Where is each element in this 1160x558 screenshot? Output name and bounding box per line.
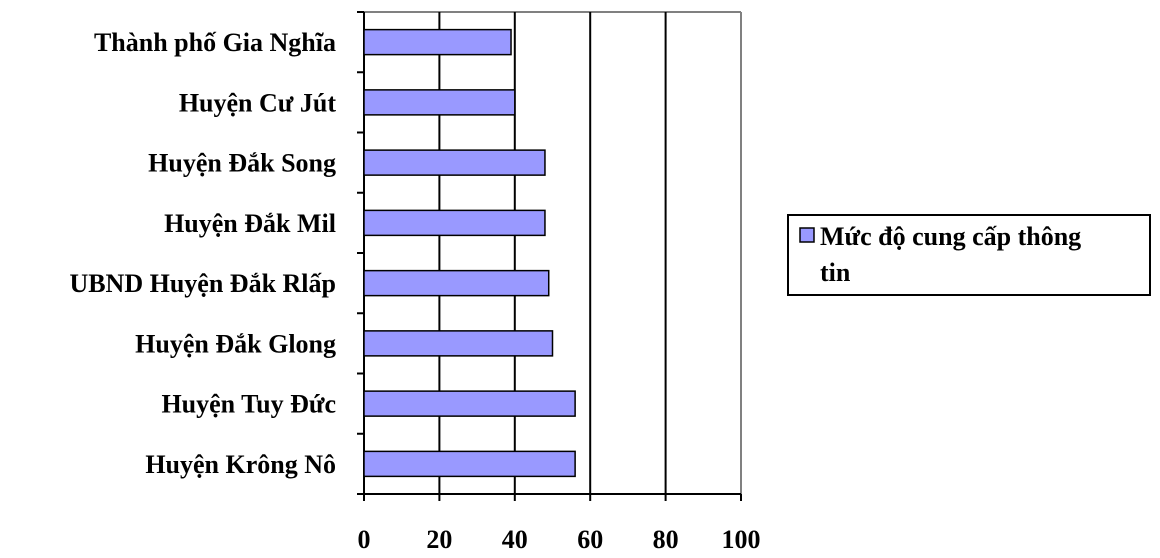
x-tick-label: 80 — [653, 525, 679, 554]
category-labels: Thành phố Gia Nghĩa Huyện Cư Jút Huyện Đắk… — [69, 28, 336, 479]
x-tick-label: 0 — [358, 525, 371, 554]
category-label: Huyện Cư Jút — [179, 88, 337, 117]
legend-frame — [787, 214, 1151, 296]
bar — [363, 28, 512, 56]
category-label: Huyện Tuy Đức — [161, 390, 336, 419]
x-tick-label: 60 — [577, 525, 603, 554]
x-tick-label: 40 — [502, 525, 528, 554]
category-label: Huyện Krông Nô — [145, 450, 336, 479]
bar — [363, 390, 576, 417]
legend-label-line-1: Mức độ cung cấp thông — [820, 222, 1081, 251]
x-tick-label: 100 — [722, 525, 761, 554]
bar — [363, 450, 576, 478]
bar — [363, 89, 516, 116]
category-label: Thành phố Gia Nghĩa — [94, 28, 336, 57]
category-label: UBND Huyện Đắk Rlấp — [69, 269, 336, 298]
bar — [363, 269, 550, 297]
legend-label-line-2: tin — [820, 258, 851, 287]
bar — [363, 149, 546, 176]
x-tick-label: 20 — [426, 525, 452, 554]
bar — [363, 209, 546, 237]
bar — [363, 330, 554, 357]
category-label: Huyện Đắk Glong — [135, 329, 336, 358]
plot-area — [357, 11, 742, 501]
category-label: Huyện Đắk Song — [148, 149, 336, 178]
legend: Mức độ cung cấp thông tin — [787, 214, 1151, 296]
category-label: Huyện Đắk Mil — [164, 209, 336, 238]
legend-swatch — [799, 227, 815, 243]
x-axis-ticks: 0 20 40 60 80 100 — [358, 525, 761, 554]
